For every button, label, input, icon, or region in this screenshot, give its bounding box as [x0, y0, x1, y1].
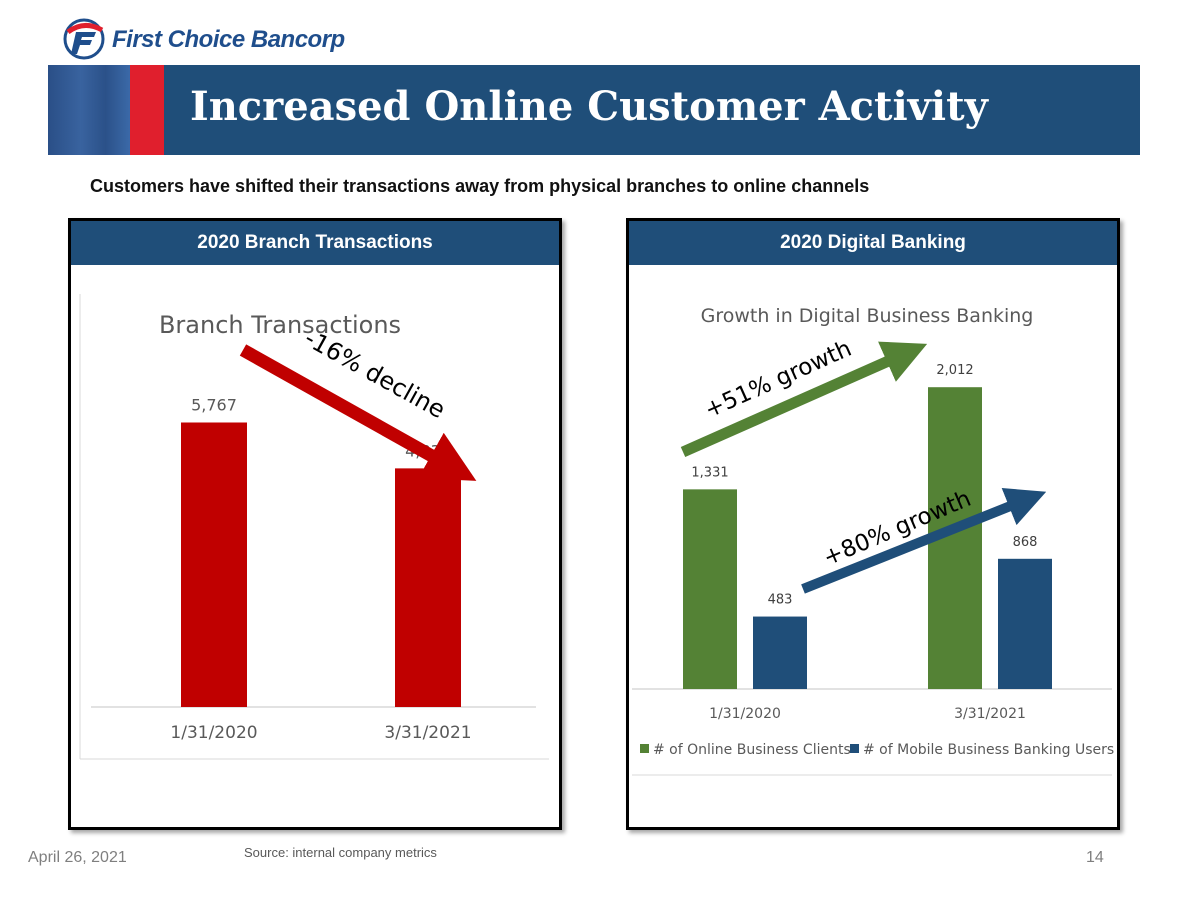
panel-header-digital: 2020 Digital Banking [629, 221, 1117, 265]
digital-banking-chart: Growth in Digital Business Banking 1,331… [632, 305, 1114, 776]
decline-arrow [239, 344, 477, 481]
legend-entry: # of Mobile Business Banking Users [863, 742, 1114, 758]
slide-title: Increased Online Customer Activity [190, 83, 988, 130]
bar-series1-1/31/2020 [753, 616, 807, 689]
bar-3/31/2021 [395, 468, 461, 707]
data-label: 2,012 [936, 363, 973, 378]
logo-icon [63, 18, 105, 60]
legend-entry: # of Online Business Clients [653, 742, 851, 758]
footer-source: Source: internal company metrics [244, 845, 437, 860]
legend-swatch [850, 744, 859, 753]
page-number: 14 [1086, 849, 1104, 866]
growth-arrow-online [680, 341, 928, 458]
title-decoration-blue [48, 65, 130, 155]
title-bar: Increased Online Customer Activity [48, 65, 1140, 155]
data-label: 5,767 [191, 395, 237, 414]
slide-subtitle: Customers have shifted their transaction… [90, 176, 870, 196]
data-label: 868 [1013, 535, 1038, 550]
footer-date: April 26, 2021 [28, 849, 127, 866]
chart-title: Branch Transactions [159, 311, 401, 339]
bar-series0-1/31/2020 [683, 489, 737, 689]
bar-1/31/2020 [181, 422, 247, 707]
panel-header-branch: 2020 Branch Transactions [71, 221, 559, 265]
x-tick-label: 1/31/2020 [709, 706, 781, 722]
company-logo: First Choice Bancorp [62, 16, 362, 62]
digital-banking-panel: 2020 Digital Banking Growth in Digital B… [626, 218, 1120, 830]
logo-text: First Choice Bancorp [112, 26, 345, 53]
data-label: 1,331 [691, 465, 728, 480]
legend-swatch [640, 744, 649, 753]
bar-series1-3/31/2021 [998, 558, 1052, 689]
x-tick-label: 1/31/2020 [170, 723, 257, 743]
title-decoration-red [130, 65, 164, 155]
chart-title: Growth in Digital Business Banking [701, 305, 1034, 327]
x-tick-label: 3/31/2021 [954, 706, 1026, 722]
branch-transactions-panel: 2020 Branch Transactions Branch Transact… [68, 218, 562, 830]
data-label: 483 [768, 593, 793, 608]
x-tick-label: 3/31/2021 [384, 723, 471, 743]
growth-arrow-mobile [801, 488, 1047, 594]
branch-transactions-chart: Branch Transactions 5,7671/31/20204,8373… [79, 294, 549, 760]
chart-legend: # of Online Business Clients # of Mobile … [640, 742, 1114, 758]
